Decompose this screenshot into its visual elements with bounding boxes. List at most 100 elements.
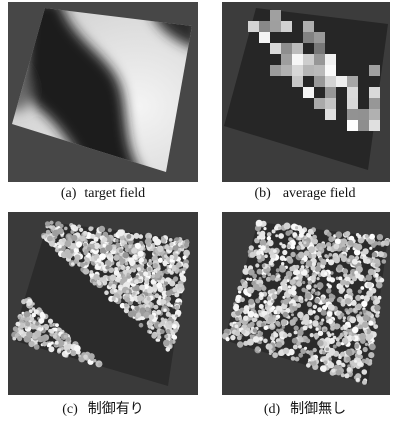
particle: [139, 323, 144, 328]
particle: [298, 241, 302, 245]
particle: [230, 322, 234, 326]
particle: [297, 329, 304, 336]
particle: [292, 338, 298, 344]
particle: [363, 347, 368, 352]
particle: [271, 294, 277, 300]
particle: [266, 247, 271, 252]
particle: [316, 251, 321, 256]
average-block: [369, 87, 380, 98]
particle: [58, 245, 62, 249]
particle: [341, 247, 346, 252]
particle: [78, 354, 81, 357]
particle: [237, 299, 240, 302]
particle: [48, 319, 53, 324]
particle: [294, 331, 298, 335]
particle: [354, 344, 359, 349]
particle: [360, 286, 364, 290]
particle: [292, 232, 297, 237]
particle: [53, 328, 57, 332]
particle: [67, 350, 70, 353]
particle: [273, 333, 278, 338]
particle: [183, 267, 187, 271]
particle: [304, 347, 307, 350]
particle: [270, 323, 275, 328]
particle: [34, 309, 39, 314]
particle: [263, 339, 268, 344]
particle: [288, 258, 294, 264]
particle: [168, 321, 172, 325]
particle: [359, 312, 362, 315]
particle: [80, 236, 86, 242]
particle: [276, 268, 280, 272]
average-block: [281, 43, 292, 54]
particle: [156, 282, 162, 288]
particle: [363, 315, 370, 322]
particle: [253, 284, 259, 290]
particle: [278, 233, 284, 239]
caption-label: (c): [62, 402, 78, 417]
particle: [119, 249, 123, 253]
particle: [240, 297, 245, 302]
particle: [103, 244, 107, 248]
particle: [57, 348, 61, 352]
particle: [112, 247, 116, 251]
particle: [352, 259, 358, 265]
particle: [176, 262, 182, 268]
particle: [327, 311, 333, 317]
particle: [282, 285, 288, 291]
particle: [65, 241, 72, 248]
particle: [88, 353, 95, 360]
particle: [319, 321, 323, 325]
particle: [306, 260, 313, 267]
caption-text: 制御無し: [290, 401, 346, 417]
particle: [145, 289, 148, 292]
particle: [260, 245, 266, 251]
particle: [105, 265, 109, 269]
particle: [369, 344, 376, 351]
particle: [368, 321, 373, 326]
particle: [169, 265, 172, 268]
particle: [368, 352, 374, 358]
average-block: [347, 109, 358, 120]
particle: [320, 259, 326, 265]
particle: [139, 279, 143, 283]
particle: [340, 279, 346, 285]
particle: [42, 342, 47, 347]
particle: [127, 273, 130, 276]
average-block: [325, 98, 336, 109]
particle: [120, 266, 124, 270]
particle: [311, 266, 316, 271]
particle: [343, 319, 346, 322]
particle: [233, 314, 237, 318]
average-block: [325, 87, 336, 98]
average-block: [325, 65, 336, 76]
particle: [49, 225, 53, 229]
particle: [366, 274, 373, 281]
caption-label: (b): [254, 186, 271, 201]
particle: [327, 246, 332, 251]
particle: [49, 241, 55, 247]
particle: [135, 243, 141, 249]
particle: [272, 352, 278, 358]
particle: [124, 296, 127, 299]
particle: [147, 297, 151, 301]
particle: [160, 329, 165, 334]
particle: [151, 274, 155, 278]
particle: [282, 250, 287, 255]
particle: [281, 262, 284, 265]
particle: [267, 236, 271, 240]
particle: [235, 317, 239, 321]
particle: [149, 314, 155, 320]
particle: [183, 250, 190, 257]
particle: [334, 246, 337, 249]
particle: [84, 262, 88, 266]
particle: [328, 362, 334, 368]
average-block: [292, 43, 303, 54]
average-block: [347, 98, 358, 109]
particle: [74, 254, 80, 260]
average-block: [303, 65, 314, 76]
particle: [310, 275, 316, 281]
particle: [376, 282, 383, 289]
particle: [378, 296, 382, 300]
average-block: [281, 21, 292, 32]
